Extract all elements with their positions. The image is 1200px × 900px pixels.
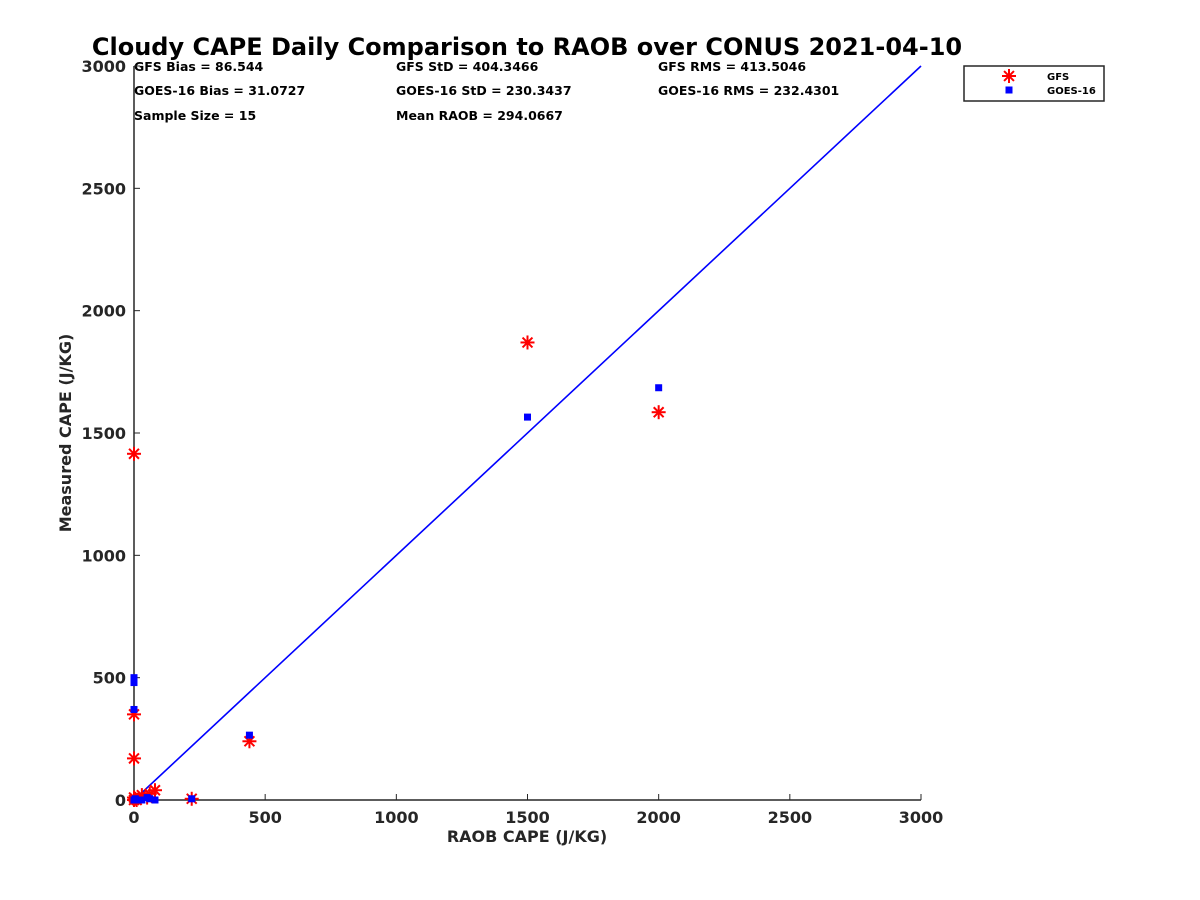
- x-tick-label: 0: [128, 808, 139, 827]
- chart-title: Cloudy CAPE Daily Comparison to RAOB ove…: [92, 33, 962, 61]
- data-point: [524, 413, 531, 421]
- data-point: [188, 795, 196, 803]
- y-tick-label: 3000: [81, 57, 126, 76]
- x-tick-label: 3000: [899, 808, 944, 827]
- stat-text: GOES-16 StD = 230.3437: [396, 83, 572, 98]
- data-point: [651, 405, 666, 420]
- one-to-one-line: [133, 65, 922, 801]
- x-tick-label: 1000: [374, 808, 419, 827]
- stat-text: GFS Bias = 86.544: [134, 59, 264, 74]
- series-gfs: [127, 335, 666, 807]
- data-point: [151, 796, 159, 804]
- y-tick-label: 1500: [81, 424, 126, 443]
- stat-text: GFS RMS = 413.5046: [658, 59, 806, 74]
- stat-text: GOES-16 RMS = 232.4301: [658, 83, 839, 98]
- data-point: [130, 674, 138, 682]
- y-axis-label: Measured CAPE (J/KG): [56, 334, 75, 533]
- x-tick-label: 1500: [505, 808, 550, 827]
- stat-text: Sample Size = 15: [134, 108, 256, 123]
- data-point: [127, 446, 141, 461]
- legend-box: [963, 65, 1105, 102]
- data-point: [133, 796, 141, 804]
- stat-text: Mean RAOB = 294.0667: [396, 108, 563, 123]
- y-tick-label: 500: [93, 669, 126, 688]
- data-point: [146, 795, 154, 803]
- y-tick-label: 1000: [81, 546, 126, 565]
- data-point: [127, 751, 141, 766]
- y-ticks: 0 500 1000 1500 2000 2500 3000: [81, 57, 140, 810]
- data-point: [655, 384, 663, 392]
- legend-marker: [1005, 86, 1013, 94]
- data-point: [520, 335, 535, 350]
- legend-label: GOES-16: [1047, 86, 1096, 97]
- data-point: [245, 731, 253, 739]
- y-tick-label: 2500: [81, 179, 126, 198]
- stat-text: GFS StD = 404.3466: [396, 59, 539, 74]
- y-tick-label: 0: [115, 791, 126, 810]
- data-point: [147, 783, 162, 798]
- legend-marker: [1002, 69, 1016, 83]
- y-tick-label: 2000: [81, 302, 126, 321]
- x-tick-label: 2000: [636, 808, 681, 827]
- data-point: [138, 796, 146, 804]
- x-tick-label: 500: [248, 808, 281, 827]
- stat-text: GOES-16 Bias = 31.0727: [134, 83, 305, 98]
- stats-panel: GFS Bias = 86.544 GFS StD = 404.3466 GFS R…: [134, 59, 839, 123]
- x-axis-label: RAOB CAPE (J/KG): [447, 827, 607, 846]
- legend-label: GFS: [1047, 72, 1069, 83]
- x-tick-label: 2500: [768, 808, 813, 827]
- series: [127, 335, 666, 807]
- legend: GFS GOES-16: [963, 65, 1105, 102]
- data-point: [130, 679, 138, 687]
- series-goes-16: [130, 384, 663, 804]
- data-point: [130, 705, 138, 713]
- x-ticks: 0 500 1000 1500 2000 2500 3000: [128, 794, 943, 827]
